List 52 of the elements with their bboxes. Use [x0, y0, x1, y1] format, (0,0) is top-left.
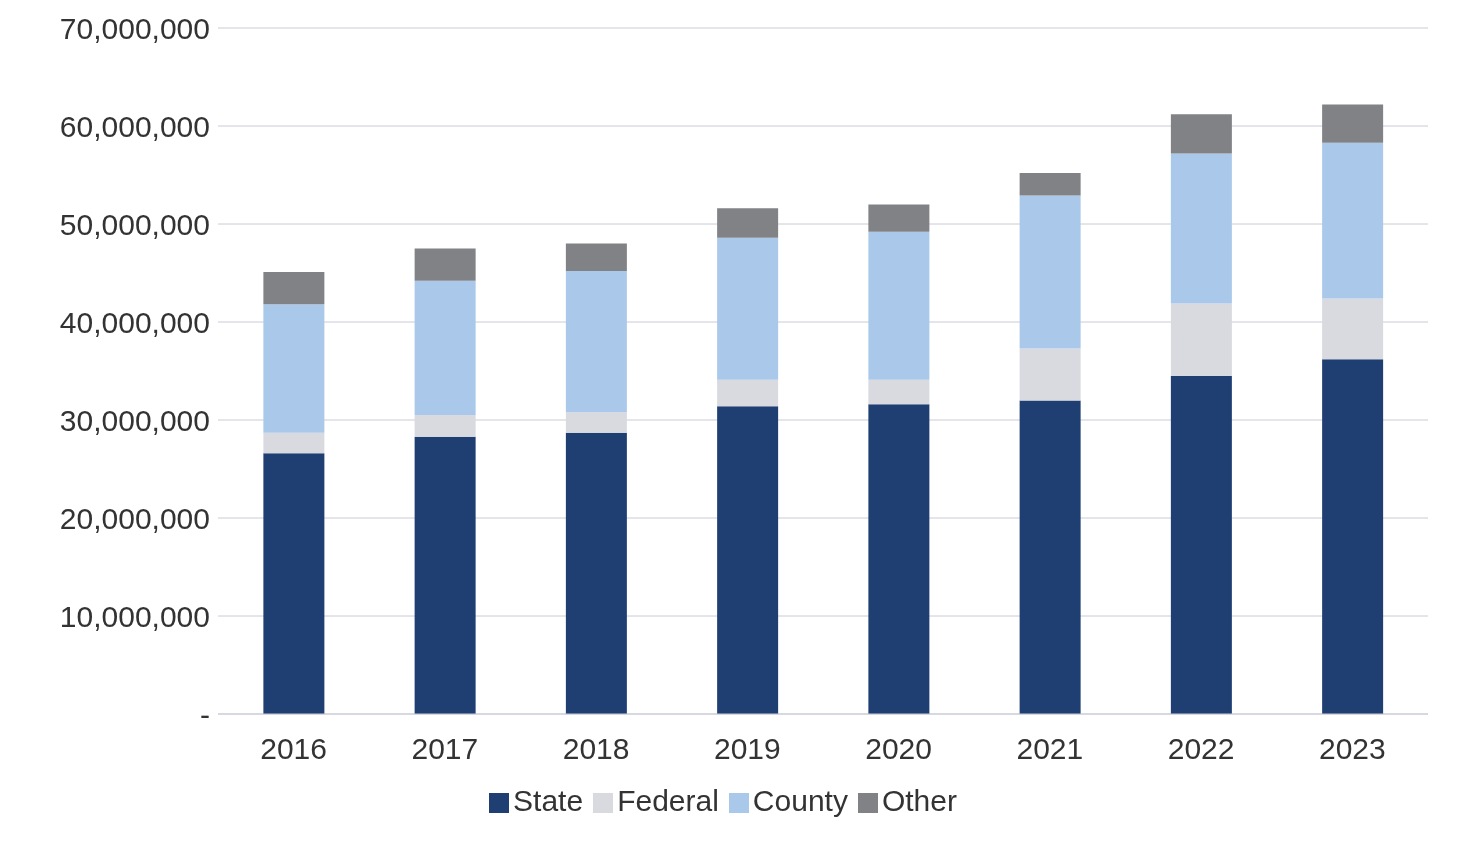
- bar: [717, 237, 779, 380]
- bar: [263, 432, 325, 454]
- legend-label: Federal: [617, 784, 719, 817]
- bar: [868, 379, 930, 405]
- bar: [717, 208, 779, 238]
- bar: [1322, 104, 1384, 143]
- bar: [414, 280, 476, 416]
- x-tick-label: 2019: [714, 732, 781, 766]
- y-tick-label: 30,000,000: [59, 403, 210, 437]
- bar: [717, 406, 779, 714]
- y-tick-label: -: [200, 697, 210, 731]
- bar: [565, 412, 627, 433]
- bar: [565, 271, 627, 413]
- bar: [1019, 400, 1081, 714]
- y-tick-label: 40,000,000: [59, 305, 210, 339]
- bar: [868, 404, 930, 714]
- legend-label: County: [752, 784, 848, 817]
- bar: [1170, 153, 1232, 304]
- legend-label: Other: [881, 784, 957, 817]
- bar: [1019, 348, 1081, 401]
- bar: [1322, 359, 1384, 714]
- bar: [1170, 114, 1232, 154]
- legend-label: State: [513, 784, 584, 817]
- y-tick-label: 70,000,000: [59, 11, 210, 45]
- x-tick-label: 2016: [260, 732, 327, 766]
- bar: [1170, 375, 1232, 714]
- x-tick-label: 2022: [1167, 732, 1235, 766]
- bar: [263, 272, 325, 305]
- y-tick-label: 60,000,000: [59, 109, 210, 143]
- bar: [263, 453, 325, 714]
- bar: [1322, 142, 1384, 299]
- bar: [717, 379, 779, 407]
- bar: [868, 204, 930, 232]
- bar: [263, 304, 325, 433]
- y-tick-label: 50,000,000: [59, 207, 210, 241]
- bar: [414, 415, 476, 437]
- bar: [868, 231, 930, 380]
- x-tick-label: 2017: [411, 732, 479, 766]
- x-tick-label: 2021: [1016, 732, 1084, 766]
- bar: [1322, 298, 1384, 360]
- bar: [414, 248, 476, 281]
- bar: [414, 436, 476, 714]
- bar: [1170, 303, 1232, 376]
- y-tick-label: 10,000,000: [59, 599, 210, 633]
- y-tick-label: 20,000,000: [59, 501, 210, 535]
- bar: [565, 243, 627, 272]
- bar: [1019, 195, 1081, 349]
- x-tick-label: 2023: [1319, 732, 1386, 766]
- bar: [565, 432, 627, 714]
- bar: [1019, 173, 1081, 196]
- x-tick-label: 2018: [562, 732, 630, 766]
- x-tick-label: 2020: [865, 732, 932, 766]
